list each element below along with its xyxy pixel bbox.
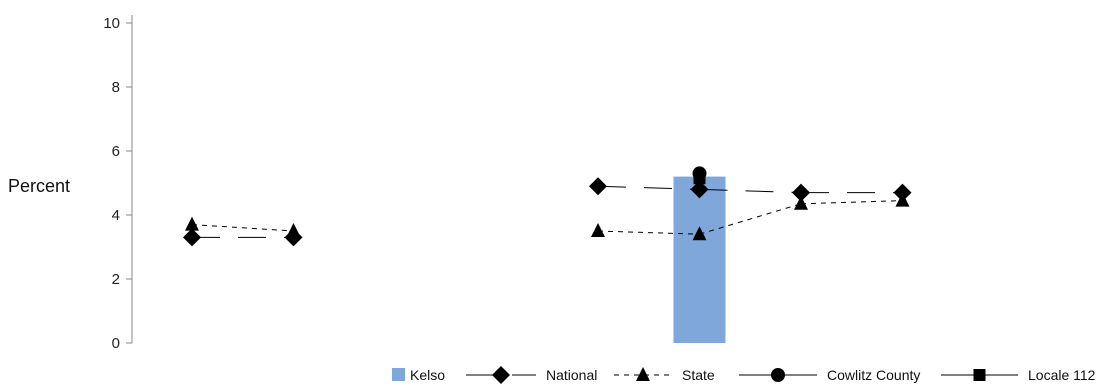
national-point bbox=[589, 177, 607, 196]
state-line bbox=[800, 200, 903, 205]
legend-label-national: National bbox=[546, 367, 597, 383]
legend-label-kelso: Kelso bbox=[410, 367, 445, 383]
bar-kelso bbox=[673, 176, 726, 343]
legend-label-state: State bbox=[682, 367, 715, 383]
legend-swatch-kelso bbox=[392, 368, 405, 381]
state-point bbox=[895, 192, 910, 207]
y-tick-label: 10 bbox=[103, 15, 120, 32]
y-tick-label: 6 bbox=[112, 143, 120, 160]
state-point bbox=[185, 216, 199, 231]
national-line bbox=[597, 185, 700, 190]
state-line bbox=[699, 203, 802, 235]
y-axis-label: Percent bbox=[8, 176, 70, 196]
state-line bbox=[191, 224, 294, 232]
y-tick-label: 4 bbox=[112, 207, 120, 224]
locale-112-point bbox=[693, 172, 706, 185]
national-point bbox=[792, 183, 810, 202]
national-point bbox=[183, 228, 201, 247]
national-point bbox=[690, 180, 709, 199]
series-markers bbox=[183, 166, 912, 247]
legend-marker-national bbox=[492, 366, 510, 384]
y-tick-label: 2 bbox=[112, 271, 120, 288]
legend-marker-locale-112 bbox=[973, 369, 986, 381]
y-tick-label: 0 bbox=[112, 335, 120, 352]
y-axis: 0 2 4 6 8 10 bbox=[103, 15, 133, 352]
legend-label-locale-112: Locale 112 bbox=[1028, 367, 1096, 383]
state-point bbox=[591, 223, 605, 237]
legend: Kelso National State Cowlitz County Locale 1… bbox=[392, 366, 1096, 384]
state-point bbox=[286, 223, 301, 237]
legend-marker-cowlitz-county bbox=[771, 368, 785, 382]
national-line bbox=[699, 188, 802, 194]
state-line bbox=[597, 230, 700, 235]
series-lines bbox=[191, 185, 903, 238]
state-point bbox=[794, 195, 808, 210]
legend-label-cowlitz-county: Cowlitz County bbox=[827, 367, 920, 383]
legend-marker-state bbox=[636, 367, 650, 381]
bars bbox=[673, 176, 726, 343]
y-tick-label: 8 bbox=[112, 79, 120, 96]
state-point bbox=[692, 226, 707, 241]
